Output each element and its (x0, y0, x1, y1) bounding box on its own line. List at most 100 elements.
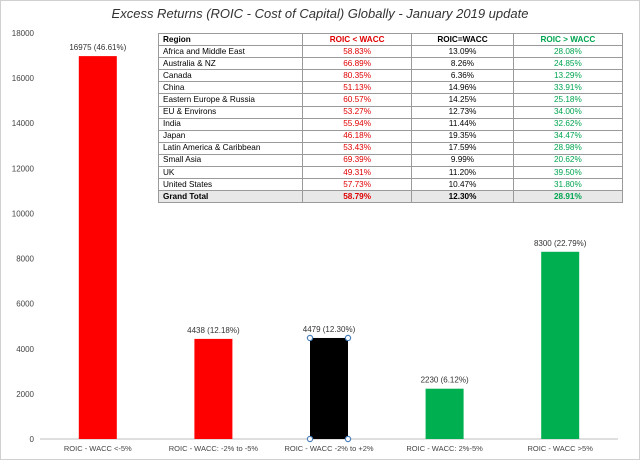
roic-above-wacc-cell: 34.00% (512, 105, 624, 119)
selection-handle[interactable] (344, 435, 352, 443)
roic-above-wacc-cell: 25.18% (512, 93, 624, 107)
header-roic-equals-wacc: ROIC=WACC (411, 32, 514, 47)
table-row: Latin America & Caribbean 53.43% 17.59% 28.… (158, 141, 624, 155)
roic-equals-wacc-cell: 6.36% (411, 69, 514, 83)
region-cell: Small Asia (158, 153, 303, 168)
table-row: Australia & NZ 66.89% 8.26% 24.85% (158, 57, 624, 71)
region-cell: Eastern Europe & Russia (158, 93, 303, 107)
roic-above-wacc-cell: 31.80% (512, 178, 624, 192)
roic-below-wacc-cell: 49.31% (301, 166, 413, 180)
roic-equals-wacc-cell: 14.96% (411, 81, 514, 95)
bar-2[interactable] (194, 338, 233, 439)
y-tick-label: 16000 (12, 74, 35, 83)
data-label: 4438 (12.18%) (187, 326, 240, 335)
roic-below-wacc-cell: 66.89% (301, 57, 413, 71)
region-cell: Australia & NZ (158, 57, 303, 71)
bar-1[interactable] (78, 56, 117, 439)
table-row: Canada 80.35% 6.36% 13.29% (158, 69, 624, 83)
data-label: 4479 (12.30%) (303, 325, 356, 334)
data-label: 2230 (6.12%) (421, 376, 469, 385)
selection-handle[interactable] (306, 334, 314, 342)
roic-below-wacc-cell: 53.27% (301, 105, 413, 119)
region-cell: Canada (158, 69, 303, 83)
header-region: Region (158, 32, 303, 47)
bar-5[interactable] (541, 251, 580, 439)
roic-above-wacc-cell: 32.62% (512, 117, 624, 131)
roic-equals-wacc-cell: 8.26% (411, 57, 514, 71)
data-label: 16975 (46.61%) (69, 43, 126, 52)
table-row: India 55.94% 11.44% 32.62% (158, 117, 624, 131)
y-tick-label: 18000 (12, 29, 35, 38)
roic-below-wacc-cell: 80.35% (301, 69, 413, 83)
roic-below-wacc-cell: 51.13% (301, 81, 413, 95)
table-header-row: Region ROIC < WACC ROIC=WACC ROIC > WACC (158, 32, 624, 47)
roic-above-wacc-cell: 39.50% (512, 166, 624, 180)
table-row: Africa and Middle East 58.83% 13.09% 28.08% (158, 45, 624, 59)
roic-below-wacc-cell: 69.39% (301, 153, 413, 168)
roic-equals-wacc-cell: 14.25% (411, 93, 514, 107)
roic-below-wacc-cell: 57.73% (301, 178, 413, 192)
table-total-row: Grand Total 58.79% 12.30% 28.91% (158, 190, 624, 204)
region-table: Region ROIC < WACC ROIC=WACC ROIC > WACC… (158, 32, 624, 204)
roic-equals-wacc-cell: 11.44% (411, 117, 514, 131)
region-cell: UK (158, 166, 303, 180)
selection-handle[interactable] (306, 435, 314, 443)
category-label: ROIC - WACC <-5% (64, 444, 132, 453)
roic-above-wacc-cell: 28.91% (512, 190, 624, 204)
table-row: UK 49.31% 11.20% 39.50% (158, 166, 624, 180)
y-tick-label: 6000 (16, 300, 34, 309)
roic-below-wacc-cell: 60.57% (301, 93, 413, 107)
roic-below-wacc-cell: 55.94% (301, 117, 413, 131)
roic-below-wacc-cell: 58.83% (301, 45, 413, 59)
roic-equals-wacc-cell: 12.30% (411, 190, 514, 204)
table-row: EU & Environs 53.27% 12.73% 34.00% (158, 105, 624, 119)
region-cell: Latin America & Caribbean (158, 141, 303, 155)
roic-below-wacc-cell: 53.43% (301, 141, 413, 155)
region-cell: India (158, 117, 303, 131)
roic-above-wacc-cell: 20.62% (512, 153, 624, 168)
roic-equals-wacc-cell: 10.47% (411, 178, 514, 192)
roic-above-wacc-cell: 28.08% (512, 45, 624, 59)
table-row: Small Asia 69.39% 9.99% 20.62% (158, 153, 624, 168)
roic-equals-wacc-cell: 12.73% (411, 105, 514, 119)
region-cell: Japan (158, 129, 303, 143)
y-tick-label: 8000 (16, 255, 34, 264)
roic-equals-wacc-cell: 19.35% (411, 129, 514, 143)
data-label: 8300 (22.79%) (534, 239, 587, 248)
roic-above-wacc-cell: 33.91% (512, 81, 624, 95)
y-tick-label: 0 (30, 435, 35, 444)
chart-title: Excess Returns (ROIC - Cost of Capital) … (111, 6, 529, 21)
table-row: United States 57.73% 10.47% 31.80% (158, 178, 624, 192)
region-cell: Grand Total (158, 190, 303, 204)
y-tick-label: 14000 (12, 119, 35, 128)
roic-above-wacc-cell: 24.85% (512, 57, 624, 71)
roic-above-wacc-cell: 34.47% (512, 129, 624, 143)
roic-equals-wacc-cell: 11.20% (411, 166, 514, 180)
table-row: Japan 46.18% 19.35% 34.47% (158, 129, 624, 143)
roic-below-wacc-cell: 58.79% (301, 190, 413, 204)
region-cell: Africa and Middle East (158, 45, 303, 59)
selection-handle[interactable] (344, 334, 352, 342)
category-label: ROIC - WACC: -2% to -5% (169, 444, 259, 453)
y-tick-label: 2000 (16, 390, 34, 399)
category-label: ROIC - WACC >5% (528, 444, 594, 453)
y-tick-label: 10000 (12, 209, 35, 218)
roic-equals-wacc-cell: 9.99% (411, 153, 514, 168)
roic-below-wacc-cell: 46.18% (301, 129, 413, 143)
y-tick-label: 4000 (16, 345, 34, 354)
header-roic-above-wacc: ROIC > WACC (512, 32, 624, 47)
category-label: ROIC - WACC -2% to +2% (284, 444, 373, 453)
roic-equals-wacc-cell: 17.59% (411, 141, 514, 155)
region-cell: EU & Environs (158, 105, 303, 119)
roic-equals-wacc-cell: 13.09% (411, 45, 514, 59)
roic-above-wacc-cell: 28.98% (512, 141, 624, 155)
roic-above-wacc-cell: 13.29% (512, 69, 624, 83)
table-row: Eastern Europe & Russia 60.57% 14.25% 25.18… (158, 93, 624, 107)
header-roic-below-wacc: ROIC < WACC (301, 32, 413, 47)
y-tick-label: 12000 (12, 164, 35, 173)
region-cell: China (158, 81, 303, 95)
bar-3[interactable] (310, 337, 348, 439)
region-cell: United States (158, 178, 303, 192)
bar-4[interactable] (425, 388, 464, 439)
